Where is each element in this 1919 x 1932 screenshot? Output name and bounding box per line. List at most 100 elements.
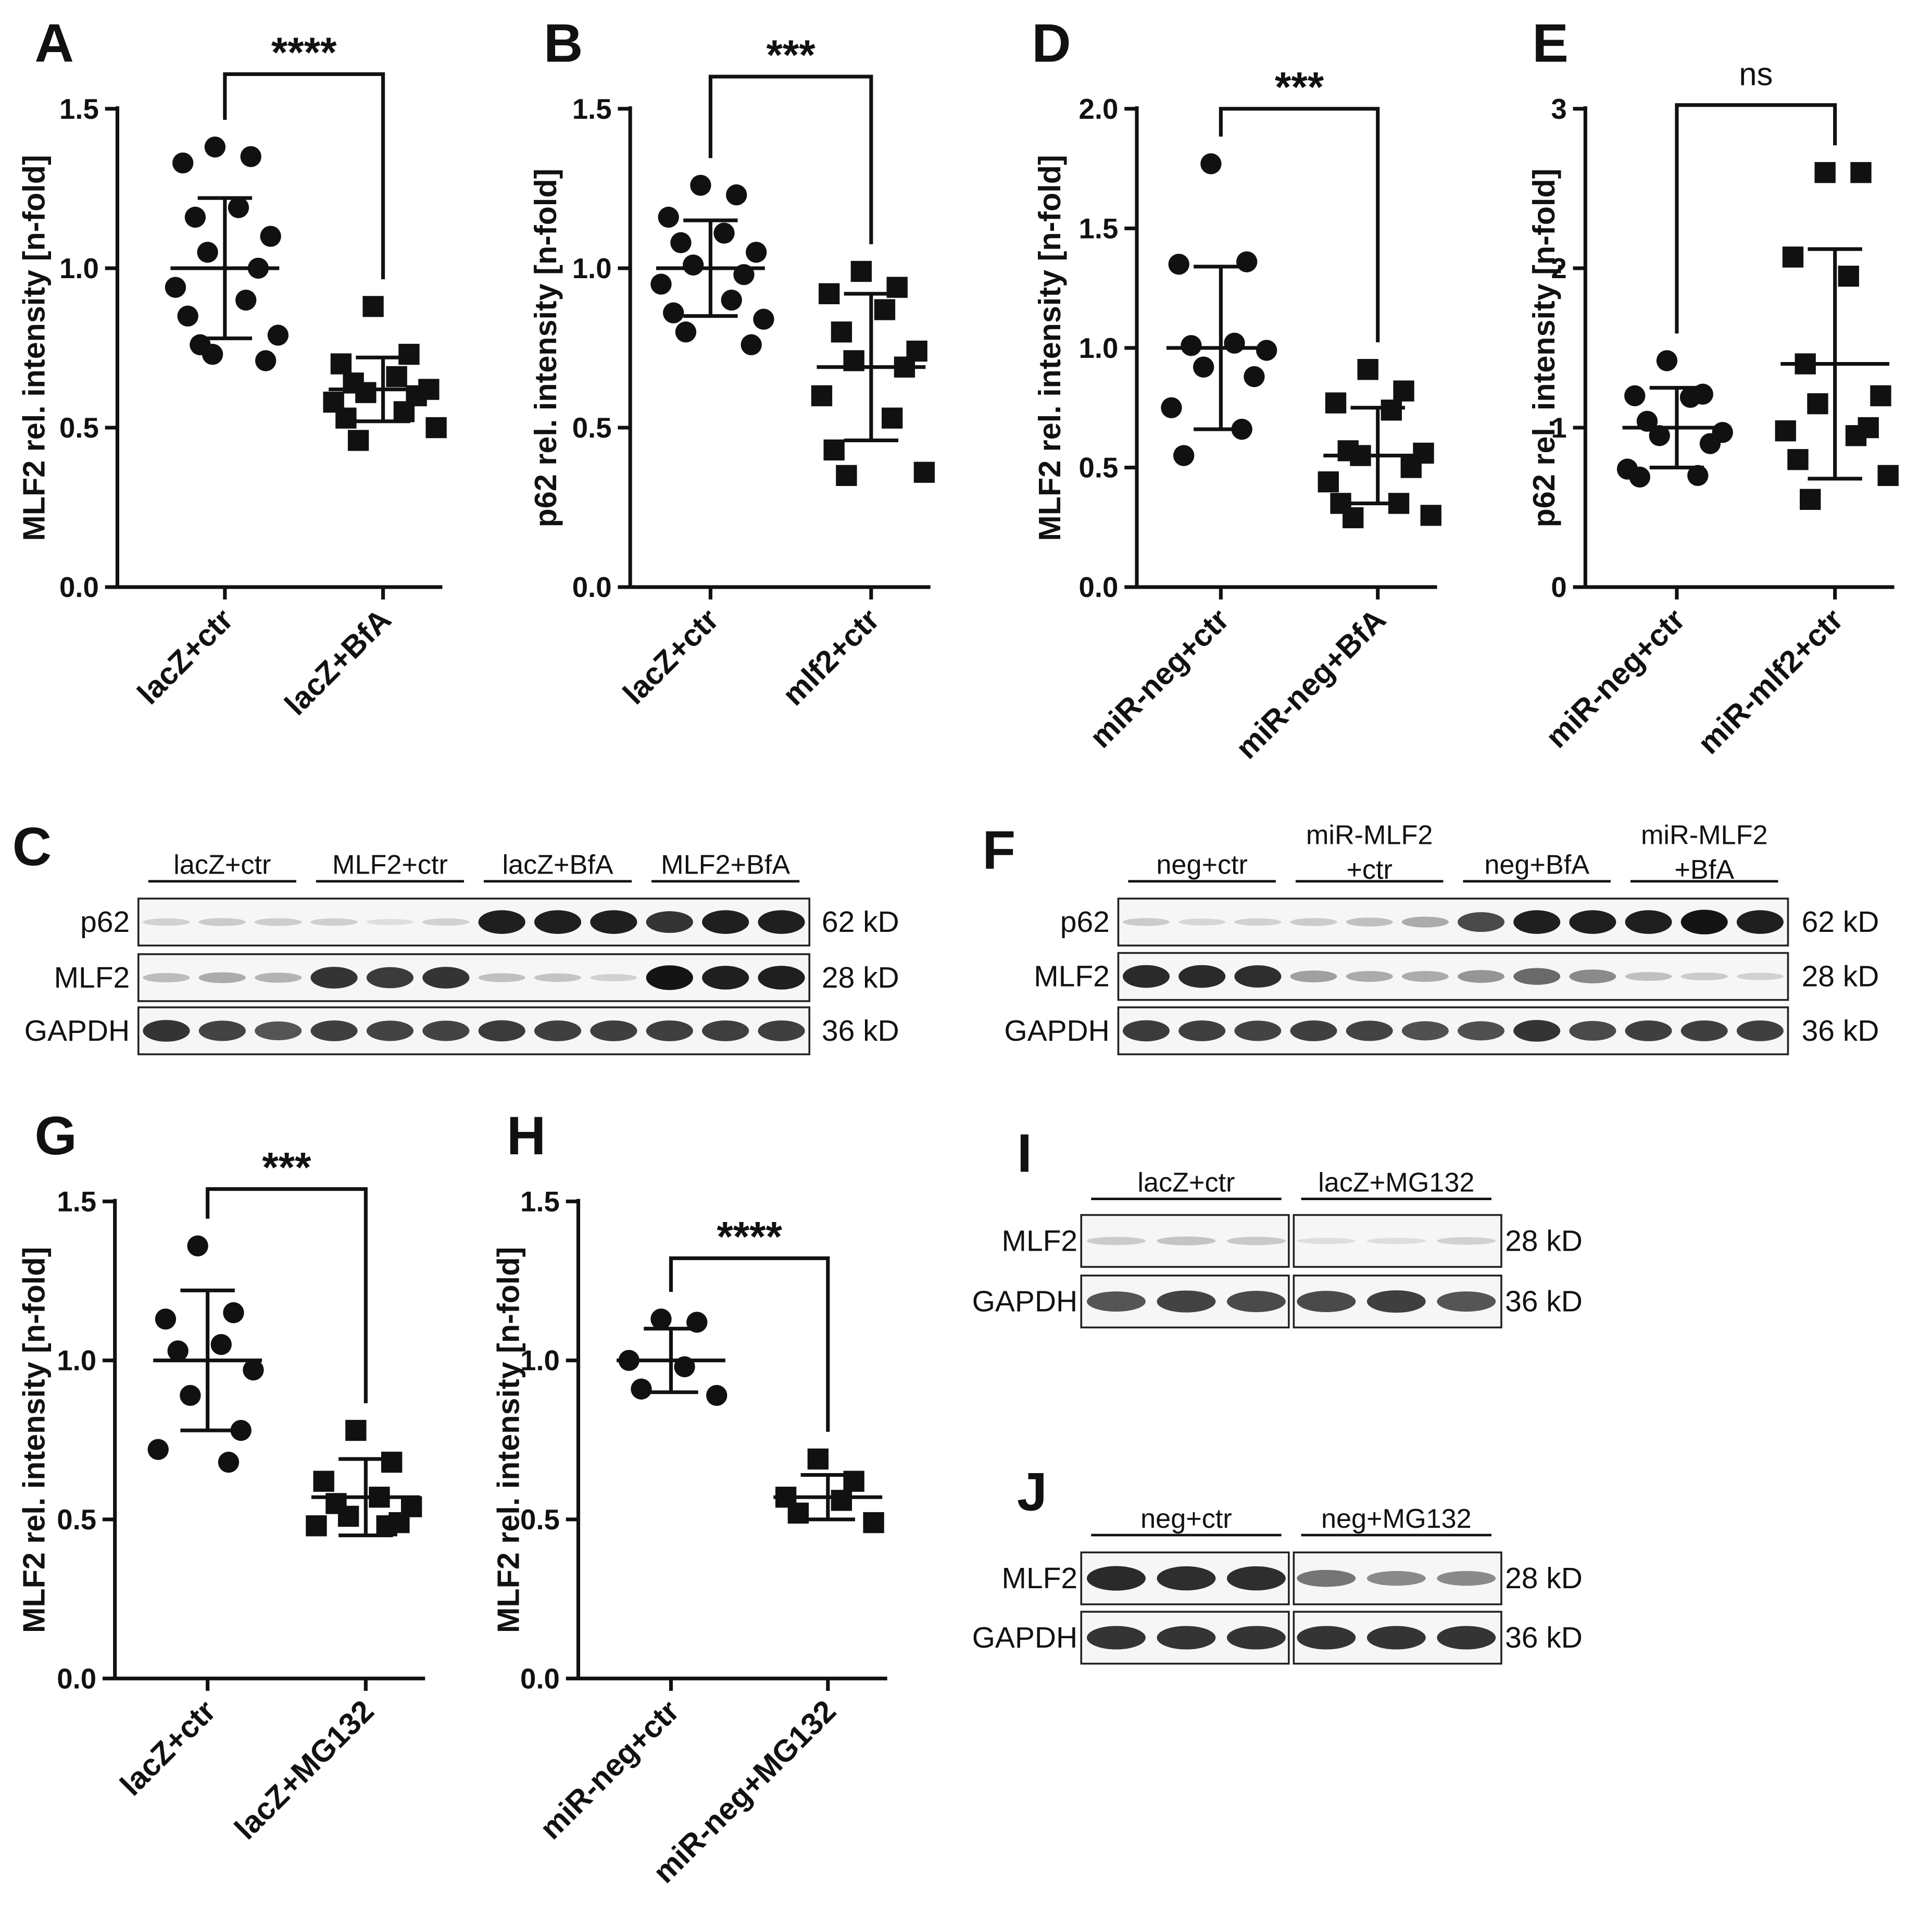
blot-strip xyxy=(1117,898,1789,946)
data-point xyxy=(1161,397,1182,418)
protein-band xyxy=(1736,1020,1784,1041)
protein-band xyxy=(143,1020,190,1042)
data-point xyxy=(1845,425,1867,446)
y-tick-label: 0.5 xyxy=(1079,452,1119,484)
protein-band xyxy=(1366,1290,1426,1313)
blot-row-label: MLF2 xyxy=(1034,960,1110,993)
molecular-weight-label: 28 kD xyxy=(1505,1562,1583,1595)
data-point xyxy=(1807,393,1828,415)
y-tick-label: 1.0 xyxy=(520,1345,560,1377)
significance-label: **** xyxy=(717,1213,782,1260)
significance-bracket xyxy=(669,1256,830,1432)
x-tick-label: lacZ+ctr xyxy=(113,1693,222,1802)
data-point xyxy=(650,273,672,295)
data-point xyxy=(376,1515,397,1537)
data-point xyxy=(210,1333,232,1355)
data-point xyxy=(337,1505,359,1527)
data-point xyxy=(1782,246,1804,268)
data-point xyxy=(1656,350,1678,371)
protein-band xyxy=(1458,970,1505,983)
data-point xyxy=(165,277,186,298)
y-tick-label: 3 xyxy=(1551,93,1566,125)
y-tick-label: 0.0 xyxy=(520,1663,560,1694)
lane-group-label: MLF2+ctr xyxy=(332,850,448,880)
panel-letter: C xyxy=(12,816,52,877)
protein-band xyxy=(1086,1237,1146,1245)
significance-bracket xyxy=(1675,103,1837,334)
protein-band xyxy=(1157,1290,1216,1313)
protein-band xyxy=(1297,1291,1356,1313)
protein-band xyxy=(758,910,805,934)
x-tick-label: lacZ+BfA xyxy=(278,602,397,721)
lane-group-label: neg+ctr xyxy=(1140,1504,1232,1534)
y-tick-label: 0.5 xyxy=(572,412,612,444)
data-point xyxy=(1877,465,1899,486)
protein-band xyxy=(1178,965,1226,988)
data-point xyxy=(1775,420,1796,442)
y-tick-label: 1.5 xyxy=(1079,213,1119,244)
data-point xyxy=(1699,433,1721,454)
data-point xyxy=(1343,507,1364,529)
x-tick-label: miR-mlf2+ctr xyxy=(1691,602,1850,761)
protein-band xyxy=(1736,910,1784,934)
protein-band xyxy=(534,1020,582,1041)
blot-strip xyxy=(1117,952,1789,1001)
data-point xyxy=(1787,449,1809,470)
blot-strip xyxy=(137,953,810,1002)
significance-bracket xyxy=(206,1187,368,1403)
y-tick-label: 1.0 xyxy=(59,253,99,284)
protein-band xyxy=(1437,1237,1496,1245)
data-point xyxy=(1256,340,1277,361)
data-point xyxy=(1318,471,1339,493)
data-point xyxy=(184,206,206,228)
data-point xyxy=(836,465,857,486)
protein-band xyxy=(143,918,190,926)
chart-panel-d: D 0.0 0.5 1.0 1.5 2.0 MLF2 rel. intensity [n-f… xyxy=(1032,13,1441,766)
protein-band xyxy=(1122,1020,1170,1042)
data-point xyxy=(155,1308,177,1330)
protein-band xyxy=(1157,1566,1216,1591)
molecular-weight-label: 62 kD xyxy=(1802,905,1879,939)
data-point xyxy=(313,1470,334,1492)
protein-band xyxy=(422,967,470,989)
protein-band xyxy=(702,1020,749,1041)
y-tick-label: 0.0 xyxy=(57,1663,96,1694)
data-point xyxy=(1800,489,1821,510)
panel-letter: G xyxy=(34,1105,77,1166)
y-tick-label: 1.5 xyxy=(572,93,612,125)
data-point xyxy=(713,222,735,244)
data-point xyxy=(1420,505,1441,526)
data-point xyxy=(823,439,845,461)
blot-strip xyxy=(137,898,810,946)
protein-band xyxy=(1297,1238,1356,1244)
data-point xyxy=(1236,251,1258,272)
protein-band xyxy=(1437,1570,1496,1586)
x-tick-label: miR-neg+ctr xyxy=(1539,602,1691,754)
protein-band xyxy=(255,918,302,926)
protein-band xyxy=(1086,1626,1146,1650)
x-tick-label: mlf2+ctr xyxy=(775,602,886,712)
data-point xyxy=(355,382,377,403)
significance-label: *** xyxy=(1275,64,1324,111)
y-tick-label: 0 xyxy=(1551,571,1566,603)
protein-band xyxy=(1122,965,1170,988)
significance-label: ns xyxy=(1739,57,1773,93)
protein-band xyxy=(1366,1570,1426,1586)
data-point xyxy=(240,146,261,167)
data-point xyxy=(631,1378,652,1400)
protein-band xyxy=(1290,918,1337,926)
protein-band xyxy=(198,1020,246,1041)
y-tick-label: 0.5 xyxy=(59,412,99,444)
data-point xyxy=(230,1419,252,1441)
data-point xyxy=(1193,356,1214,378)
chart-panel-e: E 0 1 2 3 p62 rel. intensity [n-fold] miR-neg+… xyxy=(1526,13,1899,761)
protein-band xyxy=(1625,910,1672,934)
data-point xyxy=(863,1512,884,1534)
blot-row-label: MLF2 xyxy=(1002,1224,1078,1257)
data-point xyxy=(204,136,226,158)
protein-band xyxy=(1513,1020,1561,1042)
protein-band xyxy=(198,972,246,983)
panel-letter: E xyxy=(1532,13,1569,74)
